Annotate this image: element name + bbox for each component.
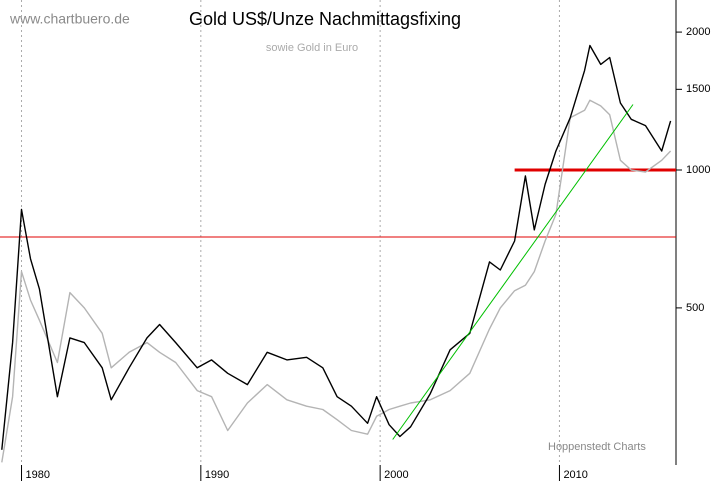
subtitle: sowie Gold in Euro [266,42,358,54]
data-line [1,44,672,450]
chart-title: Gold US$/Unze Nachmittagsfixing [189,9,461,29]
credit: Hoppenstedt Charts [548,441,646,453]
y-tick-label: 500 [686,302,704,314]
x-tick-label: 1990 [205,469,229,481]
x-tick-label: 2010 [563,469,587,481]
y-tick-label: 1000 [686,164,710,176]
x-tick-label: 2000 [384,469,408,481]
y-tick-label: 2000 [686,26,710,38]
source: www.chartbuero.de [9,11,130,27]
data-line [1,99,672,463]
trend-line [392,104,634,440]
y-tick-label: 1500 [686,83,710,95]
x-tick-label: 1980 [26,469,50,481]
